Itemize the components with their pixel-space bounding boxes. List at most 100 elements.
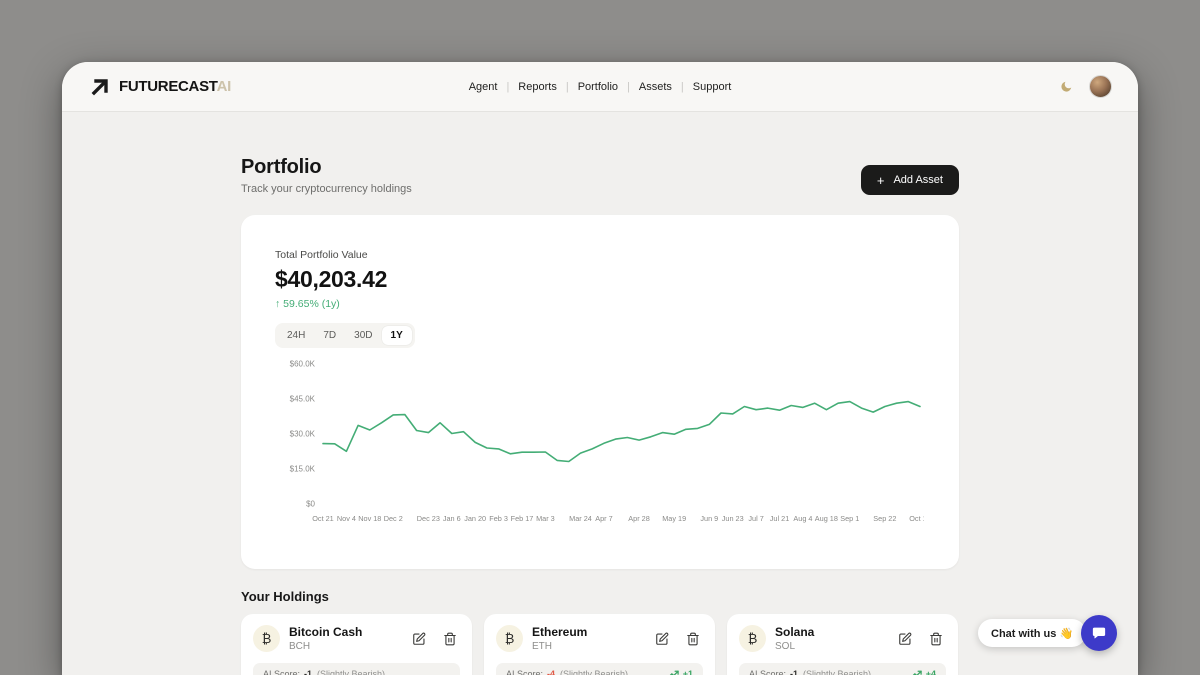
ai-score-sentiment: (Slightly Bearish) — [560, 668, 629, 675]
user-avatar[interactable] — [1089, 75, 1112, 98]
edit-asset-button[interactable] — [412, 632, 426, 646]
topbar-actions — [1055, 75, 1112, 98]
range-button-30d[interactable]: 30D — [354, 330, 373, 341]
card-header-row: ₿ Solana SOL — [739, 625, 946, 652]
chat-label: Chat with us 👋 — [991, 627, 1074, 640]
svg-text:Nov 4: Nov 4 — [337, 514, 356, 523]
svg-text:Jun 23: Jun 23 — [722, 514, 744, 523]
svg-text:Sep 1: Sep 1 — [840, 514, 859, 523]
plus-icon: + — [876, 172, 885, 188]
nav-separator: | — [506, 80, 510, 93]
svg-text:Jul 7: Jul 7 — [748, 514, 763, 523]
holdings-section-title: Your Holdings — [241, 589, 329, 604]
delta-value: +4 — [925, 668, 936, 675]
delete-asset-button[interactable] — [443, 632, 457, 646]
card-header-row: ₿ Bitcoin Cash BCH — [253, 625, 460, 652]
svg-text:Nov 18: Nov 18 — [358, 514, 381, 523]
edit-asset-button[interactable] — [655, 632, 669, 646]
range-button-24h[interactable]: 24H — [287, 330, 306, 341]
svg-text:Jan 20: Jan 20 — [464, 514, 486, 523]
range-button-1y[interactable]: 1Y — [381, 326, 412, 345]
holding-card-bitcoin-cash: ₿ Bitcoin Cash BCH AI — [241, 614, 472, 675]
range-button-7d[interactable]: 7D — [323, 330, 337, 341]
add-asset-button[interactable]: + Add Asset — [860, 165, 959, 195]
trend-up-icon — [668, 670, 679, 675]
ai-score-value: -1 — [304, 668, 313, 675]
edit-asset-button[interactable] — [898, 632, 912, 646]
asset-name: Bitcoin Cash — [289, 625, 363, 639]
nav-item-portfolio[interactable]: Portfolio — [577, 80, 619, 93]
ai-score-value: -1 — [790, 668, 799, 675]
svg-text:Jun 9: Jun 9 — [700, 514, 718, 523]
dark-mode-toggle[interactable] — [1055, 76, 1077, 98]
svg-text:Aug 18: Aug 18 — [815, 514, 838, 523]
main-content: Portfolio Track your cryptocurrency hold… — [62, 156, 1138, 675]
chart-area: $60.0K $45.0K $30.0K $15.0K $0 Oct 21 Nov 4 Nov… — [275, 354, 931, 533]
svg-text:Mar 3: Mar 3 — [536, 514, 555, 523]
page-header: Portfolio Track your cryptocurrency hold… — [241, 156, 959, 195]
ai-score-prefix: AI Score: — [263, 668, 301, 675]
svg-text:Sep 22: Sep 22 — [873, 514, 896, 523]
svg-text:Aug 4: Aug 4 — [793, 514, 812, 523]
asset-symbol: SOL — [775, 641, 796, 652]
svg-text:Dec 2: Dec 2 — [384, 514, 403, 523]
card-actions — [898, 632, 946, 646]
svg-text:Jul 21: Jul 21 — [770, 514, 789, 523]
moon-icon — [1061, 81, 1072, 92]
nav-separator: | — [627, 80, 630, 93]
chat-fab-button[interactable] — [1081, 615, 1117, 651]
nav-separator: | — [565, 80, 569, 93]
svg-text:Apr 7: Apr 7 — [595, 514, 612, 523]
card-actions — [412, 632, 460, 646]
svg-text:Oct 13: Oct 13 — [909, 514, 924, 523]
svg-text:$60.0K: $60.0K — [290, 360, 316, 369]
total-value-label: Total Portfolio Value — [275, 249, 368, 261]
nav-item-assets[interactable]: Assets — [638, 80, 672, 93]
value-change-badge: ↑ 59.65% (1y) — [275, 298, 340, 310]
ai-score-sentiment: (Slightly Bearish) — [803, 668, 872, 675]
nav-item-support[interactable]: Support — [692, 80, 732, 93]
ai-score-sentiment: (Slightly Bearish) — [317, 668, 386, 675]
nav-item-agent[interactable]: Agent — [468, 80, 498, 93]
main-nav: Agent | Reports | Portfolio | Assets | S… — [460, 77, 741, 97]
brand-suffix: AI — [216, 78, 232, 95]
svg-text:Feb 3: Feb 3 — [489, 514, 508, 523]
delta-value: +1 — [682, 668, 693, 675]
card-actions — [655, 632, 703, 646]
nav-item-reports[interactable]: Reports — [518, 80, 557, 93]
chat-bubble-icon — [1092, 627, 1106, 639]
trash-icon — [930, 632, 942, 645]
page-title: Portfolio — [241, 156, 322, 178]
ai-score-value: -4 — [547, 668, 556, 675]
coin-icon: ₿ — [739, 625, 766, 652]
ai-score-prefix: AI Score: — [506, 668, 544, 675]
ai-score-delta: +4 — [911, 669, 936, 675]
brand-logo[interactable]: FUTURECASTAI — [88, 75, 231, 99]
portfolio-chart: $60.0K $45.0K $30.0K $15.0K $0 Oct 21 Nov 4 Nov… — [290, 360, 931, 524]
holdings-card-list: ₿ Bitcoin Cash BCH AI — [241, 614, 959, 675]
delete-asset-button[interactable] — [929, 632, 943, 646]
brand-name: FUTURECASTAI — [119, 78, 231, 95]
asset-names: Ethereum ETH — [532, 625, 587, 652]
trash-icon — [687, 632, 699, 645]
ai-score-row: AI Score: -1 (Slightly Bearish) +4 — [739, 663, 946, 675]
trash-icon — [444, 632, 456, 645]
holding-card-solana: ₿ Solana SOL AI Score: — [727, 614, 958, 675]
svg-text:May 19: May 19 — [662, 514, 686, 523]
top-navigation-bar: FUTURECASTAI Agent | Reports | Portfolio… — [62, 62, 1138, 112]
edit-icon — [899, 632, 912, 645]
svg-text:Oct 21: Oct 21 — [312, 514, 334, 523]
asset-names: Bitcoin Cash BCH — [289, 625, 362, 652]
chat-with-us-pill[interactable]: Chat with us 👋 — [978, 619, 1087, 647]
portfolio-value-card: Total Portfolio Value $40,203.42 ↑ 59.65… — [241, 215, 959, 569]
svg-text:$0: $0 — [306, 500, 315, 509]
delete-asset-button[interactable] — [686, 632, 700, 646]
ai-score-row: AI Score: -1 (Slightly Bearish) — [253, 663, 460, 675]
svg-text:Mar 24: Mar 24 — [569, 514, 592, 523]
nav-separator: | — [680, 80, 684, 93]
svg-text:Jan 6: Jan 6 — [443, 514, 461, 523]
svg-text:$15.0K: $15.0K — [290, 465, 316, 474]
ai-score-row: AI Score: -4 (Slightly Bearish) +1 — [496, 663, 703, 675]
edit-icon — [656, 632, 669, 645]
asset-name: Ethereum — [532, 625, 588, 639]
